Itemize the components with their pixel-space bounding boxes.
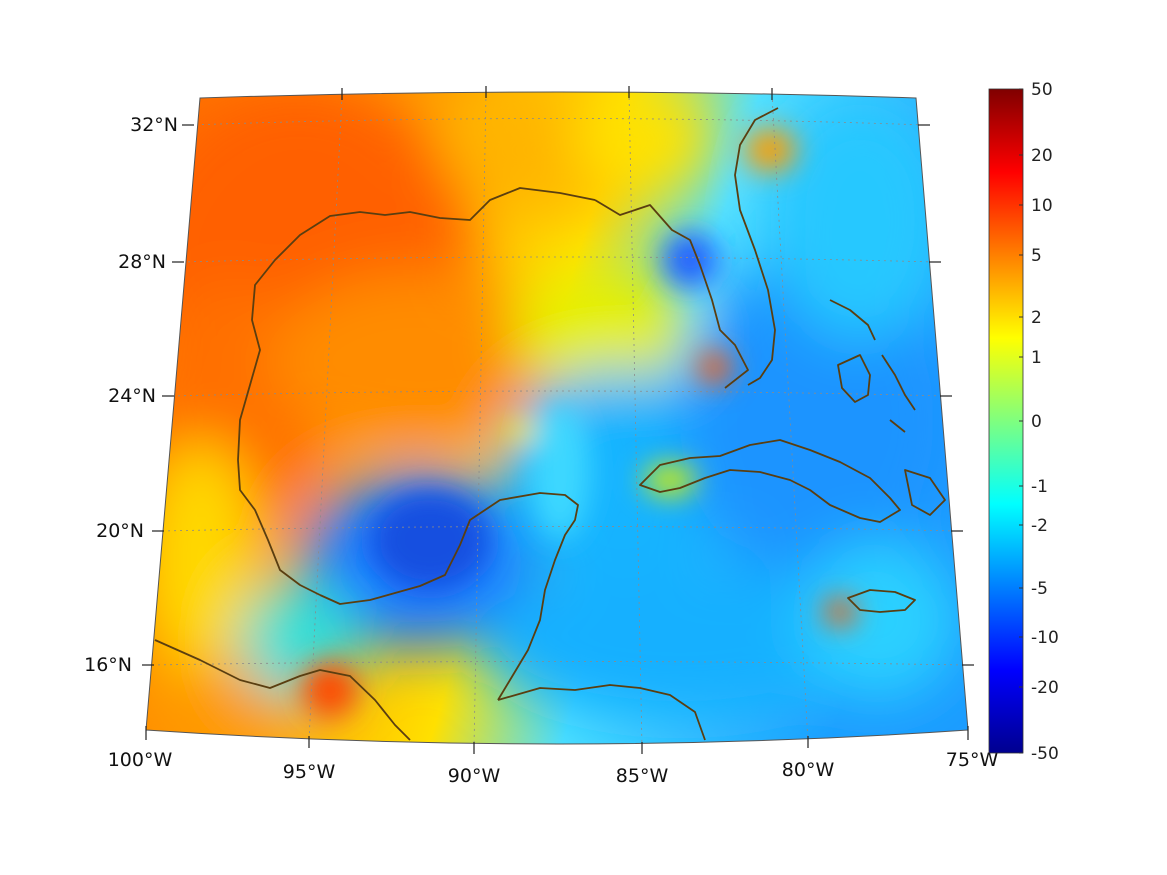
gridline-lon-85 [628, 92, 643, 744]
pacific-coast-mexico [154, 639, 411, 741]
lat-label-20: 20°N [96, 520, 144, 542]
colorbar-label-7: -1 [1031, 477, 1048, 497]
lat-labels: 32°N 28°N 24°N 20°N 16°N [84, 114, 178, 676]
gridline-lat-20 [161, 526, 956, 532]
lon-label-100: 100°W [108, 749, 173, 771]
colorbar-label-2: 10 [1031, 196, 1053, 216]
lon-label-90: 90°W [448, 765, 501, 787]
colorbar-gradient [988, 88, 1024, 754]
colorbar-label-6: 0 [1031, 412, 1042, 432]
lat-label-16: 16°N [84, 654, 132, 676]
florida-east-coast [734, 107, 779, 386]
colorbar-label-4: 2 [1031, 308, 1042, 328]
colorbar-label-9: -5 [1031, 579, 1048, 599]
lon-label-80: 80°W [782, 759, 835, 781]
bahamas-andros [829, 299, 876, 403]
lat-ticks [142, 124, 974, 666]
hispaniola-outline [904, 469, 946, 516]
gridline-lat-32 [189, 118, 927, 126]
bahamas-chain [881, 354, 916, 433]
lon-labels: 100°W 95°W 90°W 85°W 80°W 75°W [108, 749, 999, 787]
colorbar-label-1: 20 [1031, 146, 1053, 166]
gridline-lon-90 [473, 92, 487, 744]
cuba-outline [639, 439, 901, 523]
lat-label-28: 28°N [118, 251, 166, 273]
lon-ticks [145, 86, 969, 754]
map-gridlines [151, 92, 966, 744]
colorbar-label-12: -50 [1031, 744, 1059, 764]
lat-label-24: 24°N [108, 385, 156, 407]
yucatan-coast [319, 492, 579, 701]
colorbar-label-11: -20 [1031, 678, 1059, 698]
jamaica-outline [847, 589, 916, 613]
lon-label-95: 95°W [283, 761, 336, 783]
map-boundary [145, 91, 969, 745]
colorbar-label-8: -2 [1031, 516, 1048, 536]
colorbar-label-0: 50 [1031, 80, 1053, 100]
colorbar-label-10: -10 [1031, 628, 1059, 648]
lon-label-75: 75°W [946, 749, 999, 771]
north-gulf-coast [237, 187, 596, 596]
colorbar: 50 20 10 5 2 1 0 -1 -2 -5 -10 -20 -50 [988, 80, 1059, 764]
lat-label-32: 32°N [130, 114, 178, 136]
gridline-lon-80 [771, 93, 809, 743]
central-america-coast [497, 684, 706, 741]
gulf-coast-outline [594, 199, 749, 389]
lon-label-85: 85°W [616, 765, 669, 787]
colorbar-label-5: 1 [1031, 348, 1042, 368]
map-field [146, 92, 968, 744]
gridline-lat-16 [151, 661, 966, 666]
colorbar-label-3: 5 [1031, 246, 1042, 266]
coastlines [154, 107, 946, 741]
